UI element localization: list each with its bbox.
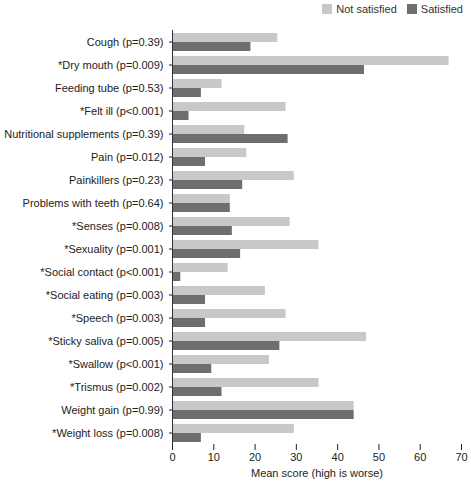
- svg-text:0: 0: [169, 451, 175, 463]
- svg-text:30: 30: [290, 451, 302, 463]
- svg-text:*Felt ill (p<0.001): *Felt ill (p<0.001): [80, 105, 163, 117]
- svg-text:Weight gain (p=0.99): Weight gain (p=0.99): [61, 404, 163, 416]
- svg-text:40: 40: [332, 451, 344, 463]
- svg-text:Pain (p=0.012): Pain (p=0.012): [91, 151, 163, 163]
- svg-text:Nutritional supplements (p=0.3: Nutritional supplements (p=0.39): [4, 128, 163, 140]
- svg-text:50: 50: [373, 451, 385, 463]
- svg-text:*Social contact (p<0.001): *Social contact (p<0.001): [40, 266, 163, 278]
- svg-text:*Weight loss (p=0.008): *Weight loss (p=0.008): [52, 427, 163, 439]
- svg-text:*Swallow (p<0.001): *Swallow (p<0.001): [68, 358, 163, 370]
- svg-text:10: 10: [208, 451, 220, 463]
- html-text:Satisfied: Satisfied: [420, 3, 463, 15]
- svg-text:60: 60: [414, 451, 426, 463]
- svg-text:*Social eating (p=0.003): *Social eating (p=0.003): [46, 289, 164, 301]
- svg-text:70: 70: [455, 451, 467, 463]
- svg-text:*Senses (p=0.008): *Senses (p=0.008): [72, 220, 163, 232]
- html-text:Not satisfied: Not satisfied: [336, 3, 397, 15]
- svg-text:Problems with teeth (p=0.64): Problems with teeth (p=0.64): [23, 197, 164, 209]
- svg-text:20: 20: [249, 451, 261, 463]
- svg-text:*Dry mouth (p=0.009): *Dry mouth (p=0.009): [58, 59, 163, 71]
- svg-text:Mean score (high is worse): Mean score (high is worse): [251, 467, 383, 479]
- svg-text:*Sexuality (p=0.001): *Sexuality (p=0.001): [64, 243, 163, 255]
- svg-text:*Trismus (p=0.002): *Trismus (p=0.002): [70, 381, 163, 393]
- svg-text:*Speech (p=0.003): *Speech (p=0.003): [71, 312, 163, 324]
- svg-text:*Sticky saliva (p=0.005): *Sticky saliva (p=0.005): [48, 335, 163, 347]
- svg-text:Feeding tube (p=0.53): Feeding tube (p=0.53): [55, 82, 164, 94]
- svg-text:Painkillers (p=0.23): Painkillers (p=0.23): [69, 174, 163, 186]
- svg-text:Cough (p=0.39): Cough (p=0.39): [87, 36, 164, 48]
